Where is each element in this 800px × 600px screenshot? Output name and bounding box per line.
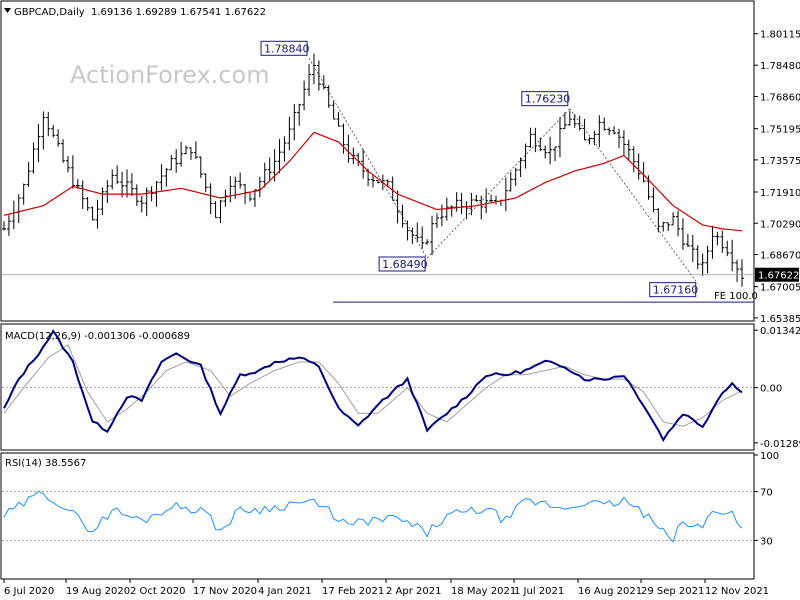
swing-line [426, 108, 571, 259]
current-price-badge [755, 267, 799, 282]
swing-label-box [378, 256, 426, 272]
macd-panel [0, 323, 755, 451]
macd-tick-label: 0.00 [760, 384, 782, 395]
rsi-tick-label: 30 [760, 536, 773, 547]
date-tick-label: 12 Nov 2021 [705, 586, 769, 597]
macd-axis: 0.013422 0.00 -0.012891 [754, 326, 800, 450]
price-tick-label: 1.67005 [760, 283, 800, 294]
swing-line [569, 108, 699, 284]
current-price-label: 1.67622 [758, 271, 799, 282]
swing-label-box [649, 282, 697, 298]
date-tick-label: 19 Aug 2020 [66, 586, 130, 597]
fe-label: FE 100.0 [714, 291, 758, 302]
price-tick-label: 1.73575 [760, 156, 800, 167]
date-axis: 6 Jul 2020 19 Aug 2020 2 Oct 2020 17 Nov 20… [3, 579, 769, 597]
date-tick-label: 2 Oct 2020 [130, 586, 185, 597]
dropdown-arrow-icon[interactable] [4, 8, 11, 13]
date-tick-label: 1 Jul 2021 [514, 586, 564, 597]
date-tick-label: 17 Nov 2020 [193, 586, 257, 597]
date-tick-label: 16 Aug 2021 [578, 586, 642, 597]
macd-series [2, 329, 754, 443]
rsi-tick-label: 100 [760, 451, 779, 462]
rsi-line [3, 490, 743, 543]
date-tick-label: 4 Jan 2021 [258, 586, 312, 597]
swing-label-box [260, 40, 308, 56]
swing-label: 1.76230 [525, 93, 571, 106]
date-tick-label: 2 Apr 2021 [386, 586, 441, 597]
price-tick-label: 1.70290 [760, 219, 800, 230]
symbol-label: GBPCAD,Daily [14, 7, 85, 18]
date-tick-label: 18 May 2021 [451, 586, 516, 597]
price-axis: 1.80115 1.78480 1.76860 1.75195 1.73575 1.719… [754, 30, 800, 325]
watermark: ActionForex.com [70, 61, 270, 89]
date-tick-label: 17 Feb 2021 [322, 586, 384, 597]
macd-signal-line [3, 344, 743, 427]
moving-average-line [3, 131, 743, 232]
macd-title: MACD(12,26,9) -0.001306 -0.000689 [5, 331, 190, 342]
macd-tick-label: -0.012891 [760, 439, 800, 450]
macd-line [3, 329, 743, 443]
rsi-series [2, 490, 754, 543]
price-tick-label: 1.65385 [760, 314, 800, 325]
swing-label: 1.78840 [264, 42, 310, 55]
price-tick-label: 1.76860 [760, 92, 800, 103]
price-panel [0, 0, 755, 322]
date-tick-label: 6 Jul 2020 [4, 586, 54, 597]
rsi-panel [0, 452, 755, 580]
rsi-tick-label: 70 [760, 488, 773, 499]
price-tick-label: 1.71910 [760, 188, 800, 199]
ohlc-label: 1.69136 1.69289 1.67541 1.67622 [91, 7, 266, 18]
rsi-title: RSI(14) 38.5567 [5, 458, 86, 469]
date-tick-label: 29 Sep 2021 [641, 586, 704, 597]
macd-tick-label: 0.013422 [760, 326, 800, 337]
swing-line [308, 58, 428, 259]
price-tick-label: 1.75195 [760, 125, 800, 136]
price-tick-label: 1.80115 [760, 30, 800, 41]
swing-label: 1.68490 [382, 258, 428, 271]
price-series: 1.78840 1.68490 1.76230 1.67160 FE 100.0 [2, 40, 758, 303]
rsi-axis: 100 70 30 [754, 451, 779, 547]
swing-label: 1.67160 [653, 284, 699, 297]
price-tick-label: 1.78480 [760, 61, 800, 72]
price-tick-label: 1.68670 [760, 251, 800, 262]
swing-label-box [521, 91, 569, 107]
